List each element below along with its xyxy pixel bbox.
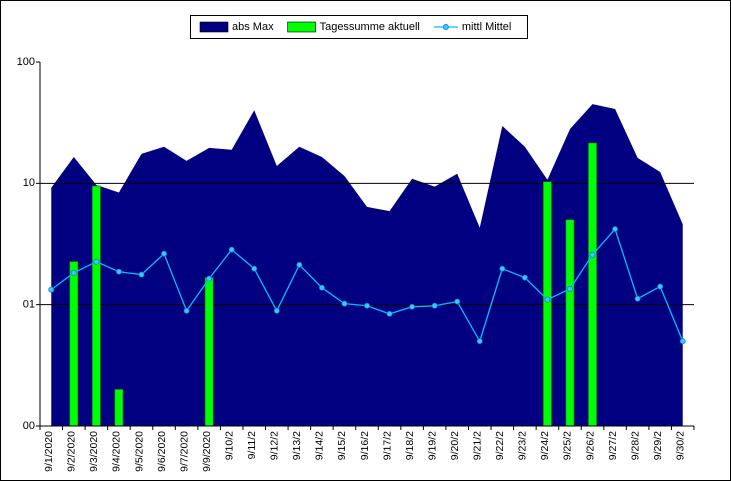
x-tick-label: 9/6/2020 [156,431,168,472]
point [48,286,55,293]
x-tick-label: 9/17/2 [381,431,393,460]
x-tick-label: 9/19/2 [426,431,438,460]
point [161,250,167,257]
point [544,296,551,303]
point [364,302,370,309]
point [634,295,641,302]
point [657,283,664,290]
x-tick-label: 9/15/2 [336,431,348,460]
y-tick-label: 100 [17,56,35,68]
point [454,298,461,305]
x-tick-label: 9/7/2020 [178,431,190,472]
point [679,338,686,345]
legend-label: abs Max [232,21,274,33]
point [431,302,438,309]
bar [69,261,79,427]
point [273,307,280,314]
legend-label: mittl Mittel [462,21,512,33]
x-tick-label: 9/4/2020 [111,431,123,472]
x-tick-label: 9/16/2 [359,431,371,460]
legend-swatch-dot [442,24,449,30]
x-tick-label: 9/30/2 [675,431,687,460]
legend-box [190,15,528,39]
legend-swatch [199,21,229,33]
y-tick-label: 10 [23,177,35,189]
x-tick-label: 9/10/2 [223,431,235,460]
bar [204,277,214,427]
point [93,258,100,265]
point [206,275,213,282]
bar [565,219,575,427]
x-tick-label: 9/11/2 [246,431,258,460]
y-tick-label: 00 [23,420,35,432]
bar [543,181,552,427]
x-tick-label: 9/1/2020 [43,431,55,472]
x-tick-label: 9/13/2 [291,431,303,460]
legend-label: Tagessumme aktuell [320,21,420,33]
bar [92,185,101,427]
legend-swatch [287,21,316,33]
point [183,307,190,314]
point [612,226,619,232]
x-tick-label: 9/28/2 [629,431,641,460]
point [521,274,528,281]
x-tick-label: 9/20/2 [449,431,461,460]
bar [588,142,597,427]
point [409,303,416,310]
x-tick-label: 9/3/2020 [88,431,100,472]
point [476,338,483,345]
point [251,265,258,272]
x-tick-label: 9/29/2 [652,431,664,460]
point [228,246,235,253]
point [341,300,348,307]
x-tick-label: 9/26/2 [584,431,596,460]
point [296,261,303,268]
x-tick-label: 9/22/2 [494,431,506,460]
y-tick-label: 01 [23,299,35,311]
x-tick-label: 9/24/2 [539,431,551,460]
x-tick-label: 9/9/2020 [201,431,213,472]
x-tick-label: 9/2/2020 [66,431,78,472]
x-tick-label: 9/12/2 [269,431,281,460]
point [115,268,122,275]
x-tick-label: 9/23/2 [517,431,529,460]
point [138,271,145,278]
point [589,251,596,258]
point [386,310,393,317]
point [70,269,77,276]
x-tick-label: 9/25/2 [562,431,574,460]
point [567,285,573,292]
point [318,284,325,291]
bar [114,389,124,427]
x-tick-label: 9/14/2 [314,431,326,460]
x-tick-label: 9/21/2 [472,431,484,460]
point [499,265,506,272]
x-tick-label: 9/27/2 [607,431,619,460]
x-tick-label: 9/18/2 [404,431,416,460]
x-tick-label: 9/5/2020 [133,431,145,472]
